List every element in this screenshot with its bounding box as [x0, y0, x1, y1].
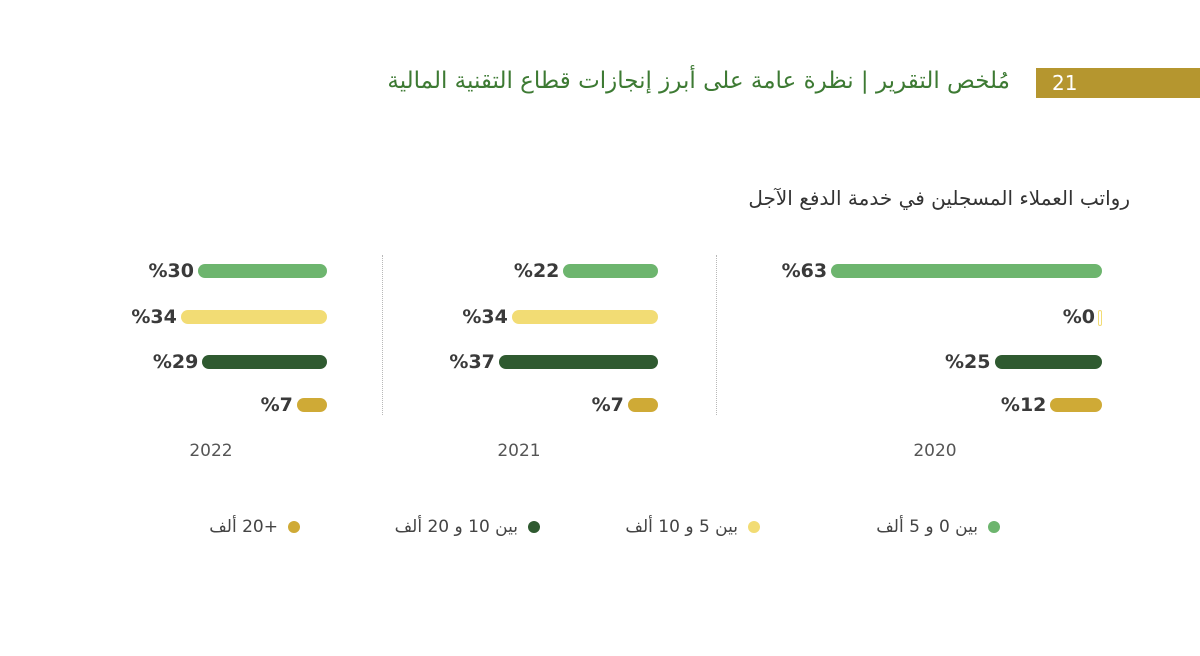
value-label-2022-3: %29: [152, 351, 199, 373]
bar-2020-2: [1098, 310, 1102, 326]
bar-2021-4: [627, 398, 658, 412]
legend-dot-icon: [288, 521, 300, 533]
bar-2020-1: [831, 264, 1102, 278]
value-label-2021-4: %7: [591, 394, 624, 416]
year-label-2020: 2020: [913, 441, 957, 461]
bar-2022-3: [202, 355, 327, 369]
value-label-2020-2: %0: [1062, 306, 1095, 328]
legend-label: +20 ألف: [209, 517, 278, 537]
bar-2021-2: [511, 310, 658, 324]
value-label-2022-1: %30: [148, 260, 194, 282]
legend-item-3: بين 10 و 20 ألف: [395, 517, 540, 537]
value-label-2021-1: %22: [513, 260, 560, 282]
panel-divider: [382, 255, 383, 415]
chart-title: رواتب العملاء المسجلين في خدمة الدفع الآ…: [748, 186, 1130, 210]
legend-item-1: بين 0 و 5 ألف: [876, 517, 1000, 537]
year-label-2022: 2022: [189, 441, 233, 461]
value-label-2022-2: %34: [131, 306, 177, 328]
legend-label: بين 0 و 5 ألف: [876, 517, 978, 537]
value-label-2020-1: %63: [781, 260, 828, 282]
legend-item-4: +20 ألف: [209, 517, 300, 537]
value-label-2021-2: %34: [462, 306, 508, 328]
legend-dot-icon: [748, 521, 760, 533]
bar-2021-3: [498, 355, 658, 369]
value-label-2022-4: %7: [260, 394, 293, 416]
bar-2021-1: [563, 264, 658, 278]
legend-dot-icon: [528, 521, 540, 533]
page-number: 21: [1052, 71, 1078, 95]
bar-2020-3: [994, 355, 1102, 369]
value-label-2020-3: %25: [945, 351, 991, 373]
page-number-badge: 21: [1036, 68, 1200, 98]
page-header-title: مُلخص التقرير | نظرة عامة على أبرز إنجاز…: [387, 68, 1010, 94]
panel-divider: [716, 255, 717, 415]
legend-label: بين 5 و 10 ألف: [625, 517, 738, 537]
bar-2020-4: [1050, 398, 1102, 412]
value-label-2020-4: %12: [1000, 394, 1047, 416]
legend-item-2: بين 5 و 10 ألف: [625, 517, 760, 537]
value-label-2021-3: %37: [449, 351, 495, 373]
bar-2022-2: [180, 310, 327, 324]
bar-2022-1: [198, 264, 327, 278]
year-label-2021: 2021: [497, 441, 541, 461]
legend-dot-icon: [988, 521, 1000, 533]
legend-label: بين 10 و 20 ألف: [394, 517, 518, 537]
bar-2022-4: [296, 398, 327, 412]
